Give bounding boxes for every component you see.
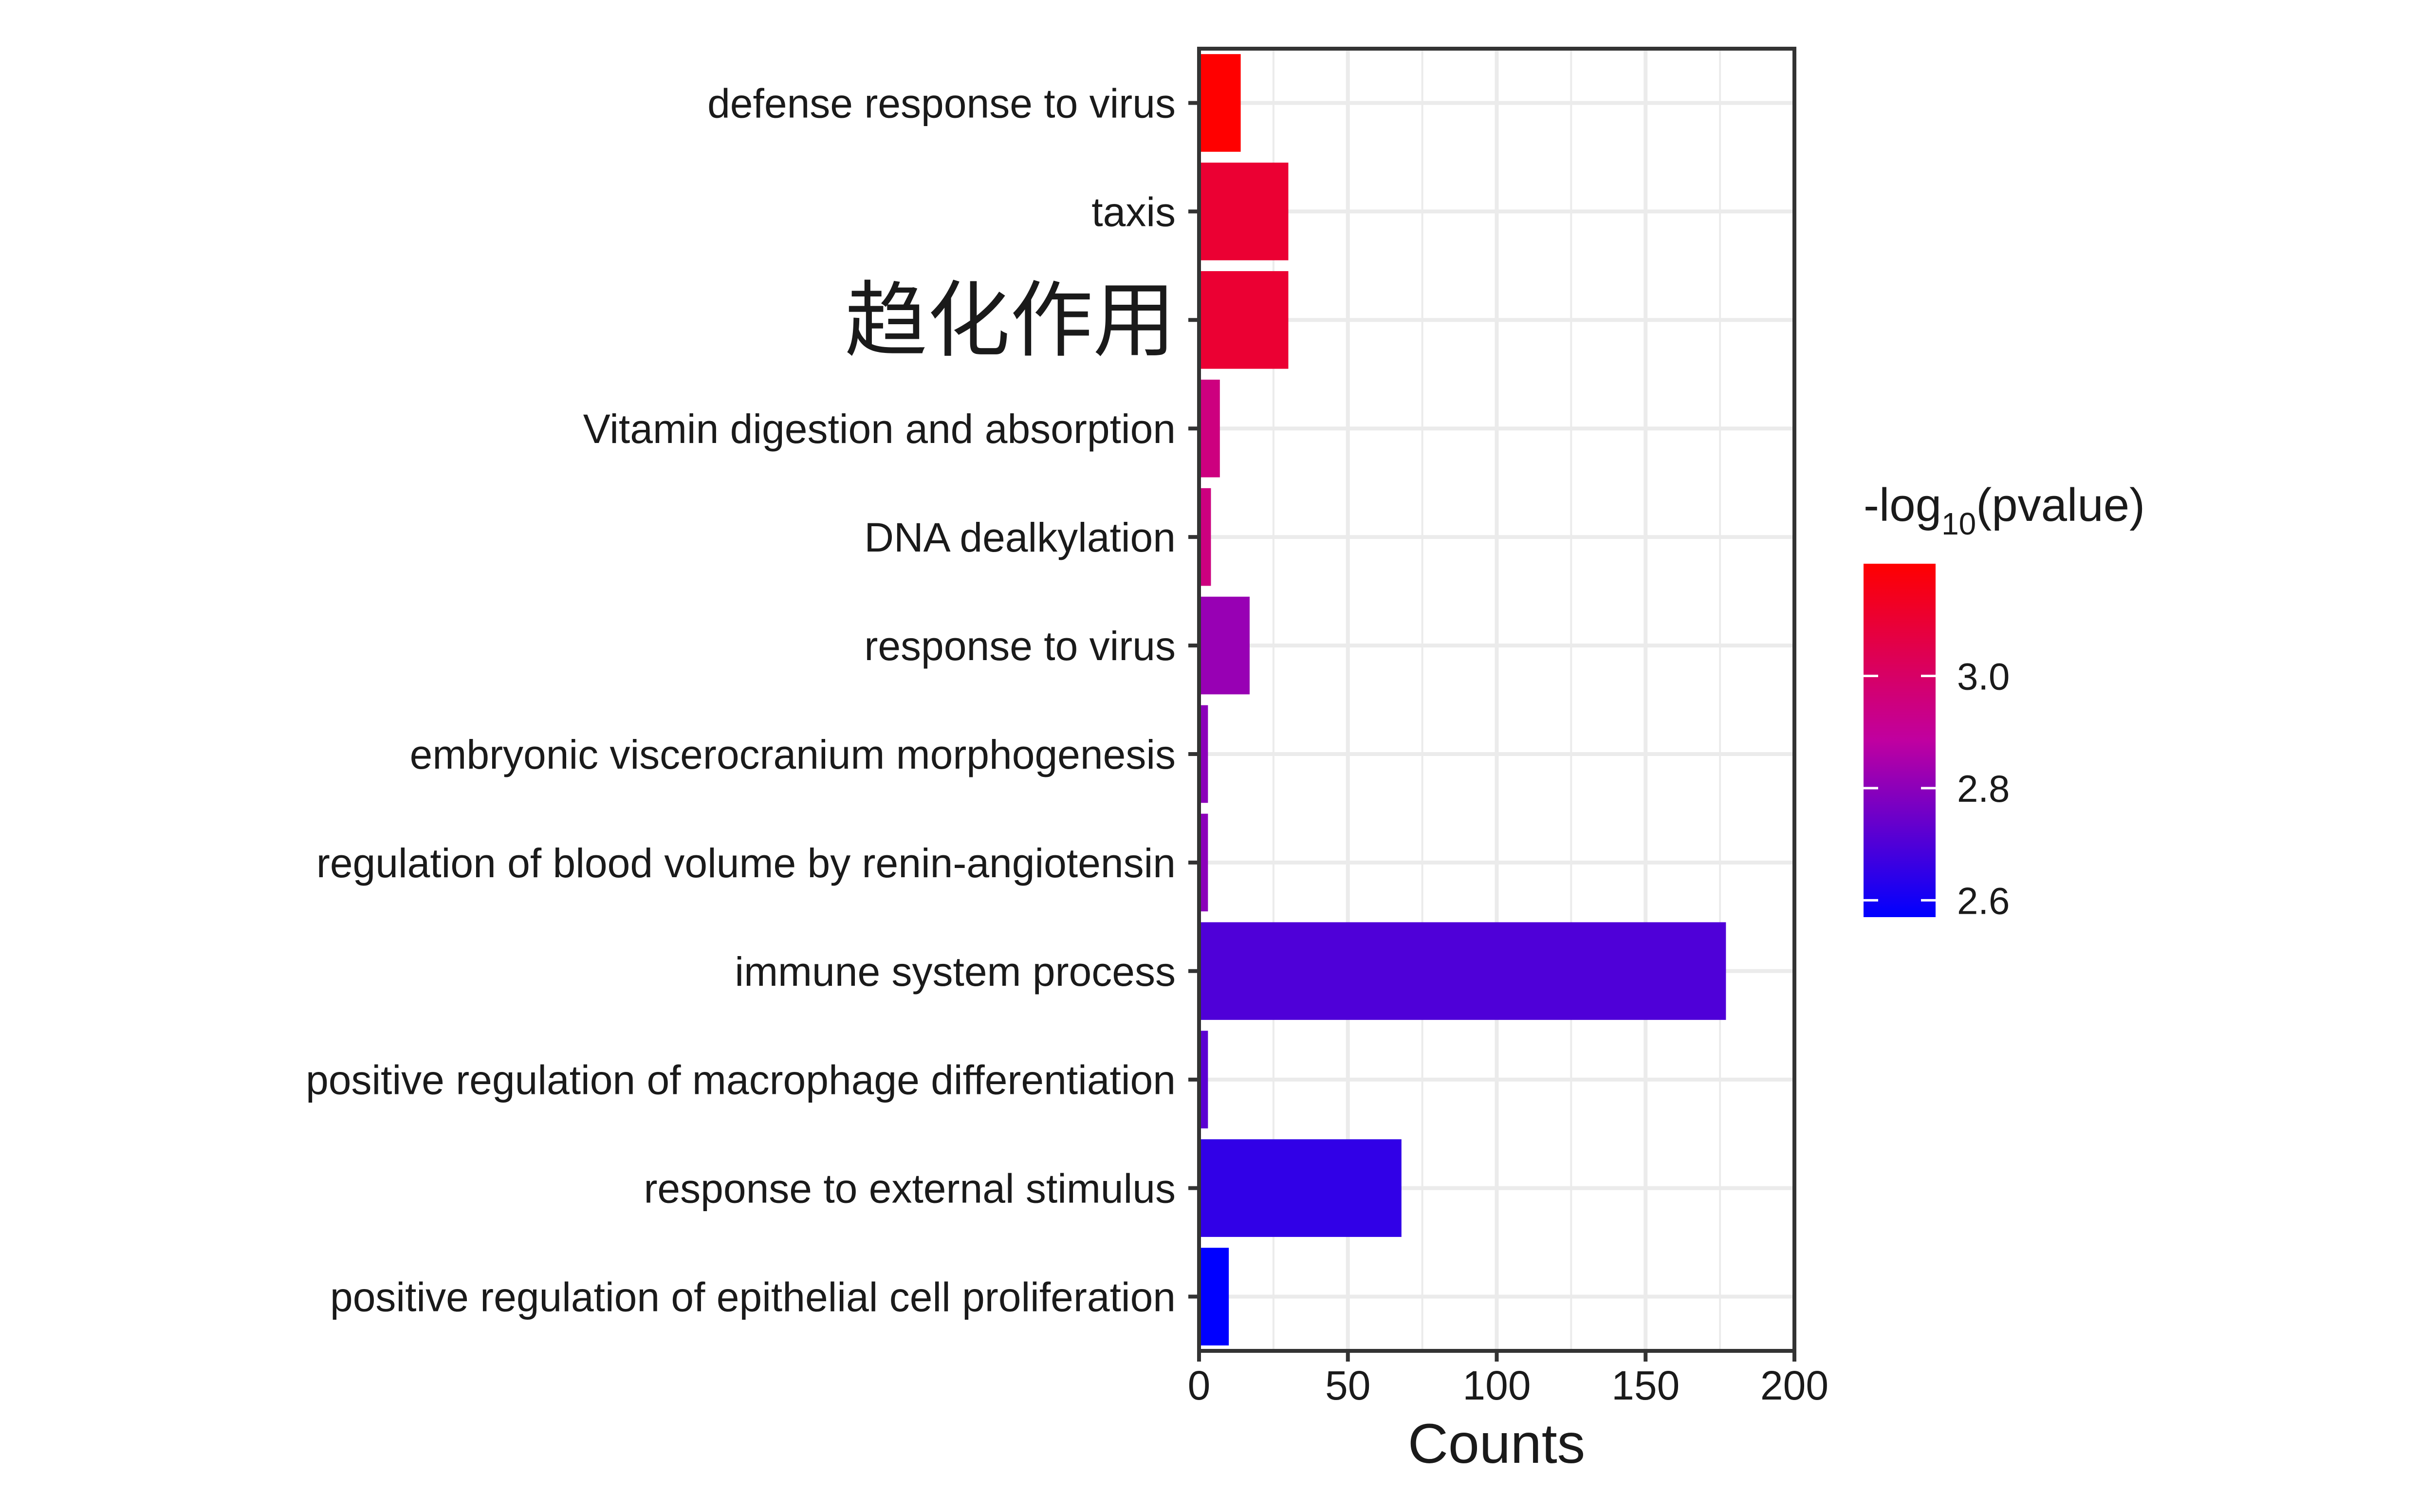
legend-title-prefix: -log [1864, 479, 1941, 531]
category-label: response to external stimulus [644, 1166, 1176, 1212]
bar [1199, 922, 1726, 1020]
x-tick-label: 100 [1462, 1363, 1531, 1408]
x-tick-label: 150 [1611, 1363, 1680, 1408]
bar [1199, 705, 1208, 803]
legend-title-subscript: 10 [1941, 506, 1976, 541]
bar [1199, 596, 1250, 695]
category-label: defense response to virus [707, 80, 1176, 126]
legend-title-suffix: (pvalue) [1976, 479, 2145, 531]
x-axis-title: Counts [1408, 1413, 1585, 1475]
x-axis: 0 50 100 150 200 [1188, 1351, 1828, 1408]
y-axis-labels: defense response to virus taxis 趋化作用 Vitami… [306, 80, 1199, 1320]
bar [1199, 271, 1289, 369]
bar [1199, 488, 1211, 586]
bar [1199, 1139, 1402, 1237]
category-label: positive regulation of epithelial cell p… [330, 1274, 1176, 1320]
bar [1199, 1031, 1208, 1129]
category-label: Vitamin digestion and absorption [583, 406, 1176, 452]
x-tick-label: 200 [1760, 1363, 1828, 1408]
bar [1199, 1248, 1229, 1346]
category-label: 趋化作用 [845, 275, 1176, 367]
legend-tick-label: 2.8 [1957, 767, 2010, 810]
bar [1199, 813, 1208, 912]
category-label: regulation of blood volume by renin-angi… [316, 840, 1176, 886]
legend: -log10(pvalue) 3.0 2.8 2.6 [1864, 479, 2145, 922]
legend-ticks: 3.0 2.8 2.6 [1864, 655, 2010, 922]
x-tick-label: 50 [1325, 1363, 1370, 1408]
category-label: response to virus [864, 623, 1176, 669]
category-label: immune system process [735, 949, 1176, 995]
x-tick-label: 0 [1188, 1363, 1211, 1408]
legend-title: -log10(pvalue) [1864, 479, 2145, 541]
category-label: DNA dealkylation [864, 515, 1176, 560]
bar [1199, 54, 1241, 152]
legend-colorbar [1864, 564, 1936, 917]
bar [1199, 163, 1289, 260]
bars [1199, 54, 1726, 1346]
legend-tick-label: 2.6 [1957, 879, 2010, 922]
legend-tick-label: 3.0 [1957, 655, 2010, 698]
bar [1199, 379, 1220, 478]
category-label: taxis [1091, 189, 1176, 235]
category-label: positive regulation of macrophage differ… [306, 1057, 1176, 1103]
category-label: embryonic viscerocranium morphogenesis [410, 732, 1176, 777]
